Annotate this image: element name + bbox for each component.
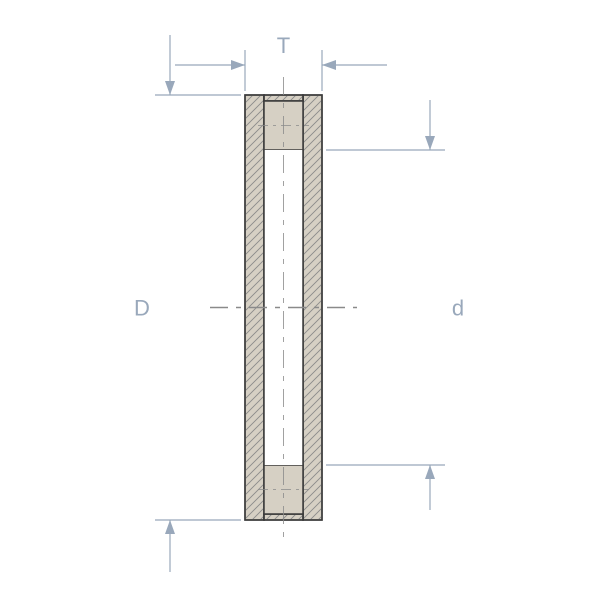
dim-label-T: T xyxy=(277,33,290,58)
bearing-section-drawing: T Dd xyxy=(0,0,600,600)
dim-label-D: D xyxy=(134,296,150,321)
dim-label-d: d xyxy=(452,296,464,321)
